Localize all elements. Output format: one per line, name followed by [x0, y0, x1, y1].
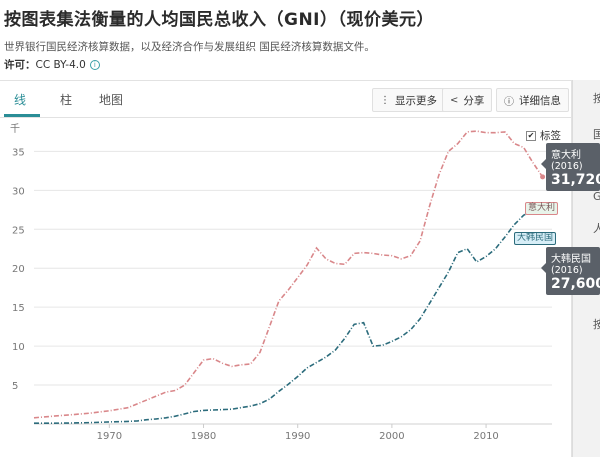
tab-map[interactable]: 地图 — [99, 93, 124, 107]
line-chart: 千 5 10 15 20 25 30 35 1970 1980 1990 2000 2010 — [10, 123, 552, 442]
tooltip-year: (2016) — [551, 265, 583, 276]
series-label-korea: 大韩民国 — [514, 232, 557, 245]
tab-line[interactable]: 线 — [14, 93, 27, 107]
license-value[interactable]: CC BY-4.0 — [35, 59, 86, 71]
side-panel-char: 国 — [593, 128, 600, 141]
y-unit-label: 千 — [10, 123, 20, 135]
tooltip-country: 意大利 — [551, 150, 581, 161]
side-panel-char: 人 — [593, 222, 600, 235]
labels-toggle[interactable]: ✔ 标签 — [526, 128, 561, 143]
details-button[interactable]: ⓘ 详细信息 — [496, 88, 569, 112]
x-tick-label: 1980 — [191, 431, 216, 442]
side-panel-char: 按 — [593, 318, 600, 331]
tab-bar-chart[interactable]: 柱 — [60, 93, 73, 107]
tooltip-country: 大韩民国 — [551, 254, 591, 265]
show-more-button[interactable]: ⋮ 显示更多 — [372, 88, 445, 112]
license-label: 许可： — [4, 59, 36, 71]
y-tick-label: 5 — [12, 381, 18, 392]
series-line-korea[interactable] — [34, 208, 543, 425]
x-tick-label: 2010 — [473, 431, 498, 442]
y-tick-label: 25 — [12, 225, 25, 236]
tab-bar: 线 柱 地图 — [0, 80, 572, 118]
tooltip-value: 31,720 — [551, 172, 600, 188]
tooltip-korea: 大韩民国 (2016) 27,600 — [541, 247, 600, 295]
info-icon[interactable]: i — [89, 60, 100, 70]
x-tick-label: 1990 — [285, 431, 310, 442]
source-note: 世界银行国民经济核算数据，以及经济合作与发展组织 国民经济核算数据文件。 — [4, 41, 375, 53]
labels-toggle-label: 标签 — [540, 130, 561, 142]
license-line: 许可：CC BY-4.0 i — [4, 57, 100, 72]
series-label-italy: 意大利 — [525, 202, 559, 215]
checkbox-check-icon[interactable]: ✔ — [526, 130, 536, 141]
y-tick-label: 10 — [12, 342, 25, 353]
y-tick-label: 20 — [12, 264, 25, 275]
share-icon: < — [450, 94, 459, 106]
page-title: 按图表集法衡量的人均国民总收入（GNI）（现价美元） — [4, 10, 435, 30]
y-tick-label: 35 — [12, 147, 25, 158]
more-vertical-icon: ⋮ — [380, 94, 390, 106]
x-tick-label: 2000 — [379, 431, 404, 442]
y-tick-label: 15 — [12, 303, 25, 314]
tooltip-year: (2016) — [551, 161, 583, 172]
details-label: 详细信息 — [519, 94, 561, 107]
side-panel-char: 按 — [593, 92, 600, 105]
info-circle-icon: ⓘ — [504, 96, 514, 108]
show-more-label: 显示更多 — [395, 94, 437, 107]
side-panel-char: G — [593, 190, 600, 203]
tooltip-italy: 意大利 (2016) 31,720 — [541, 143, 600, 191]
series-line-italy[interactable] — [33, 130, 544, 419]
data-point-italy-2016[interactable] — [540, 174, 546, 180]
share-label: 分享 — [463, 94, 485, 107]
share-button[interactable]: < 分享 — [442, 88, 493, 112]
y-tick-label: 30 — [12, 186, 25, 197]
active-tab-indicator — [4, 114, 40, 117]
x-tick-label: 1970 — [97, 431, 122, 442]
tooltip-value: 27,600 — [551, 276, 600, 292]
